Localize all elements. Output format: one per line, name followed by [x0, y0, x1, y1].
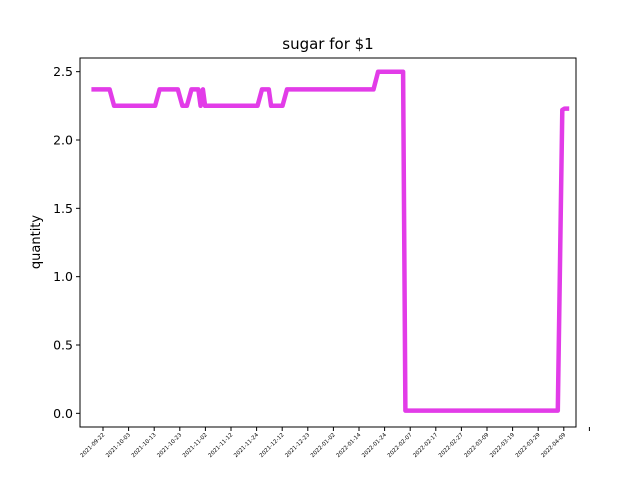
chart-title: sugar for $1	[282, 35, 373, 53]
x-tick-label: 2022-01-24	[361, 432, 388, 459]
x-tick-label: 2021-11-02	[182, 432, 209, 459]
y-tick-label: 2.0	[53, 133, 73, 148]
x-tick-label: 2022-02-07	[387, 432, 414, 459]
y-tick-label: 0.5	[53, 338, 73, 353]
x-tick-label: 2021-12-12	[259, 432, 286, 459]
x-axis: 2021-09-222021-10-032021-10-132021-10-23…	[80, 427, 590, 459]
x-tick-label: 2022-04-09	[540, 432, 567, 459]
x-tick-label: 2022-02-27	[438, 432, 465, 459]
x-tick-label: 2021-11-12	[208, 432, 235, 459]
x-tick-label: 2022-03-09	[464, 432, 491, 459]
y-tick-label: 1.5	[53, 201, 73, 216]
x-tick-label: 2022-03-19	[489, 432, 516, 459]
x-tick-label: 2022-01-14	[336, 432, 363, 459]
x-tick-label: 2021-09-22	[80, 432, 107, 459]
x-tick-label: 2022-02-17	[412, 432, 439, 459]
x-tick-label: 2022-03-29	[515, 432, 542, 459]
y-axis-label: quantity	[29, 215, 44, 270]
y-tick-label: 0.0	[53, 406, 73, 421]
series-line	[91, 69, 570, 413]
x-tick-label: 2021-11-24	[233, 432, 260, 459]
plot-frame	[79, 57, 577, 428]
y-tick-label: 2.5	[53, 64, 73, 79]
y-axis: 0.0 0.5 1.0 1.5 2.0 2.5	[53, 64, 80, 421]
x-tick-label: 2021-10-13	[131, 432, 158, 459]
x-tick-label: 2021-12-23	[284, 432, 311, 459]
y-tick-label: 1.0	[53, 269, 73, 284]
series-group	[91, 69, 570, 413]
x-tick-label: 2021-10-03	[105, 432, 132, 459]
x-tick-label: 2022-01-02	[310, 432, 337, 459]
x-tick-label: 2021-10-23	[156, 432, 183, 459]
